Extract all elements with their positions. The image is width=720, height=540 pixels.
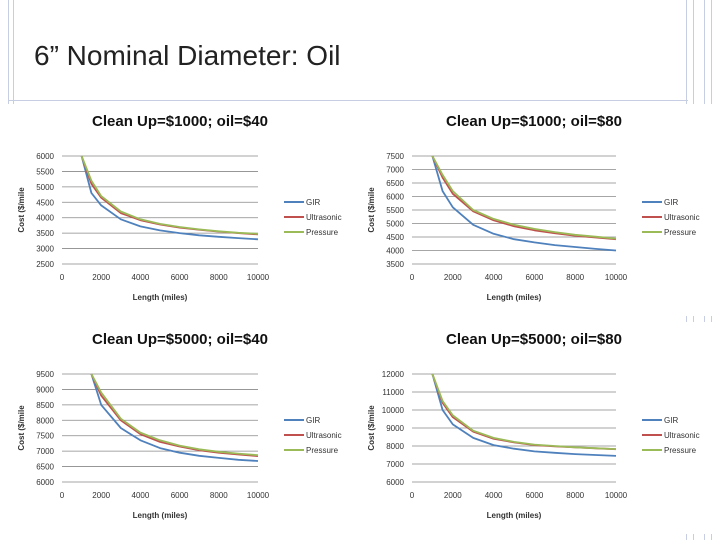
legend-label: Ultrasonic <box>664 213 700 222</box>
y-tick-label: 7500 <box>36 432 54 441</box>
y-tick-label: 10000 <box>382 406 405 415</box>
series-line-gir <box>90 373 259 462</box>
legend-label: GIR <box>664 198 678 207</box>
x-tick-label: 6000 <box>526 491 544 500</box>
y-tick-label: 3500 <box>386 260 404 269</box>
y-tick-label: 5000 <box>386 220 404 229</box>
x-tick-label: 10000 <box>247 491 270 500</box>
y-tick-label: 9000 <box>386 424 404 433</box>
y-tick-label: 3000 <box>36 245 54 254</box>
chart-title: Clean Up=$1000; oil=$40 <box>92 113 268 130</box>
y-tick-label: 6000 <box>36 478 54 487</box>
series-line-gir <box>431 155 617 252</box>
legend-label: GIR <box>306 416 320 425</box>
y-tick-label: 6500 <box>386 179 404 188</box>
y-tick-label: 8500 <box>36 401 54 410</box>
y-tick-label: 4000 <box>386 247 404 256</box>
chart-title: Clean Up=$5000; oil=$40 <box>92 331 268 348</box>
y-tick-label: 9000 <box>36 385 54 394</box>
x-axis-label: Length (miles) <box>487 293 542 302</box>
y-tick-label: 7500 <box>386 152 404 161</box>
y-tick-label: 7000 <box>386 166 404 175</box>
x-tick-label: 2000 <box>444 273 462 282</box>
x-tick-label: 6000 <box>171 491 189 500</box>
y-tick-label: 4000 <box>36 214 54 223</box>
y-axis-label: Cost ($/mile <box>367 187 376 233</box>
x-tick-label: 2000 <box>92 491 110 500</box>
chart-top-right: Clean Up=$1000; oil=$80 3500 4000 4500 5000 5… <box>364 104 714 316</box>
y-axis-label: Cost ($/mile <box>17 405 26 451</box>
x-tick-label: 0 <box>410 491 415 500</box>
y-tick-label: 5000 <box>36 183 54 192</box>
y-tick-label: 4500 <box>36 198 54 207</box>
series-line-ultrasonic <box>431 373 617 451</box>
series-line-pressure <box>90 373 259 457</box>
x-tick-label: 10000 <box>247 273 270 282</box>
series-line-pressure <box>431 373 617 450</box>
x-tick-label: 10000 <box>605 273 628 282</box>
y-tick-label: 3500 <box>36 229 54 238</box>
x-tick-label: 4000 <box>485 491 503 500</box>
slide-title: 6” Nominal Diameter: Oil <box>34 40 341 71</box>
x-tick-label: 4000 <box>485 273 503 282</box>
legend-label: Pressure <box>306 228 339 237</box>
legend-label: Ultrasonic <box>306 213 342 222</box>
legend-label: Pressure <box>306 446 339 455</box>
y-tick-label: 2500 <box>36 260 54 269</box>
series-line-gir <box>431 373 617 457</box>
x-axis-label: Length (miles) <box>133 293 188 302</box>
y-axis-label: Cost ($/mile <box>367 405 376 451</box>
chart-bottom-left: Clean Up=$5000; oil=$40 6000 6500 7000 7500 8… <box>14 322 356 534</box>
y-axis-label: Cost ($/mile <box>17 187 26 233</box>
x-tick-label: 8000 <box>566 491 584 500</box>
legend-label: Ultrasonic <box>306 431 342 440</box>
y-tick-label: 9500 <box>36 370 54 379</box>
x-tick-label: 8000 <box>210 491 228 500</box>
series-line-pressure <box>431 155 617 240</box>
chart-title: Clean Up=$5000; oil=$80 <box>446 331 622 348</box>
x-tick-label: 0 <box>60 273 65 282</box>
legend-label: GIR <box>306 198 320 207</box>
y-tick-label: 11000 <box>382 388 404 397</box>
x-tick-label: 4000 <box>132 491 150 500</box>
y-tick-label: 5500 <box>386 206 404 215</box>
legend-label: Pressure <box>664 228 697 237</box>
x-tick-label: 6000 <box>526 273 544 282</box>
chart-bottom-right: Clean Up=$5000; oil=$80 6000 7000 8000 9000 1… <box>364 322 714 534</box>
x-tick-label: 0 <box>410 273 415 282</box>
x-tick-label: 2000 <box>92 273 110 282</box>
y-tick-label: 6000 <box>386 193 404 202</box>
y-tick-label: 8000 <box>36 416 54 425</box>
y-tick-label: 7000 <box>36 447 54 456</box>
x-tick-label: 0 <box>60 491 65 500</box>
legend-label: Ultrasonic <box>664 431 700 440</box>
x-tick-label: 8000 <box>566 273 584 282</box>
chart-top-left: Clean Up=$1000; oil=$40 2500 3000 3500 4000 4… <box>14 104 356 316</box>
chart-title: Clean Up=$1000; oil=$80 <box>446 113 622 130</box>
x-tick-label: 8000 <box>210 273 228 282</box>
x-tick-label: 2000 <box>444 491 462 500</box>
y-tick-label: 6000 <box>386 478 404 487</box>
x-tick-label: 6000 <box>171 273 189 282</box>
y-tick-label: 7000 <box>386 460 404 469</box>
series-line-pressure <box>80 155 259 235</box>
series-line-ultrasonic <box>80 155 259 236</box>
decorative-frame-left <box>8 0 14 104</box>
series-line-gir <box>80 155 259 241</box>
x-axis-label: Length (miles) <box>133 511 188 520</box>
y-tick-label: 6500 <box>36 463 54 472</box>
y-tick-label: 8000 <box>386 442 404 451</box>
legend-label: GIR <box>664 416 678 425</box>
y-tick-label: 6000 <box>36 152 54 161</box>
y-tick-label: 12000 <box>382 370 405 379</box>
decorative-rule <box>8 100 688 101</box>
x-tick-label: 4000 <box>132 273 150 282</box>
y-tick-label: 5500 <box>36 167 54 176</box>
legend-label: Pressure <box>664 446 697 455</box>
y-tick-label: 4500 <box>386 233 404 242</box>
x-tick-label: 10000 <box>605 491 628 500</box>
x-axis-label: Length (miles) <box>487 511 542 520</box>
